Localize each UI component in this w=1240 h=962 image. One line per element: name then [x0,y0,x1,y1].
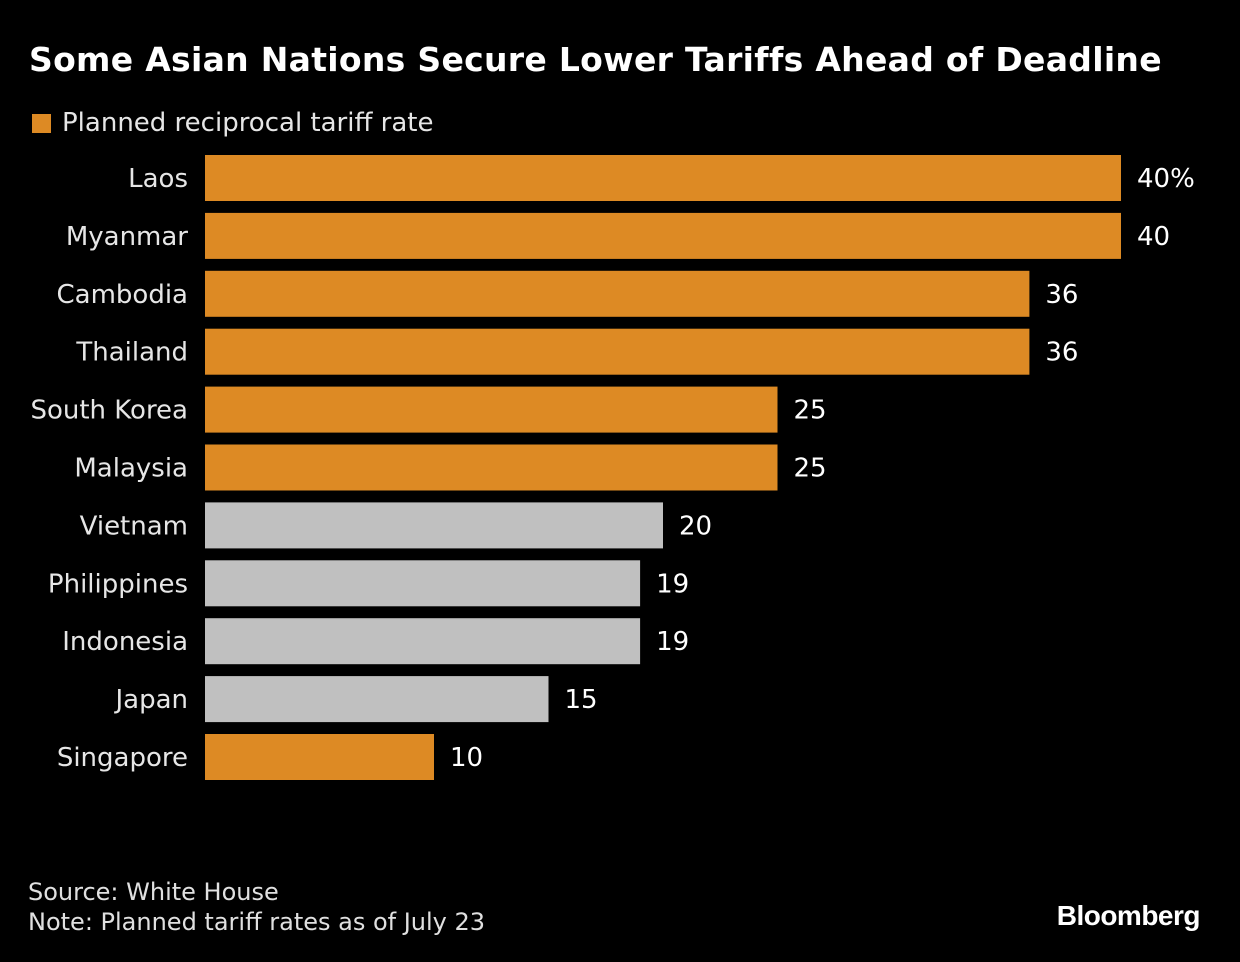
bloomberg-logo: Bloomberg [1056,900,1201,931]
category-label: Malaysia [74,454,188,484]
bar [205,618,641,665]
bar [205,560,641,607]
category-label: Myanmar [66,222,188,252]
category-label: Thailand [75,338,188,368]
category-label: Vietnam [80,511,188,541]
legend-label: Planned reciprocal tariff rate [62,108,434,138]
bar [205,386,778,433]
bar [205,270,1030,317]
value-label: 20 [679,511,712,541]
legend: Planned reciprocal tariff rate [32,108,433,138]
value-label: 40 [1137,222,1170,252]
source-text: Source: White House [28,878,279,906]
legend-swatch [32,113,51,133]
value-label: 19 [656,569,689,599]
value-label: 25 [794,396,827,426]
chart-title: Some Asian Nations Secure Lower Tariffs … [29,40,1162,79]
category-label: Laos [128,164,188,194]
value-label: 36 [1045,338,1078,368]
bar [205,734,434,780]
value-label: 15 [565,685,598,715]
category-label: Philippines [48,569,188,599]
value-label: 10 [450,743,483,773]
value-label: 36 [1045,280,1078,310]
bar [205,155,1121,201]
note-text: Note: Planned tariff rates as of July 23 [28,908,486,936]
value-label: 25 [794,454,827,484]
value-label: 40% [1137,164,1195,194]
bar [205,676,549,723]
category-label: Singapore [57,743,188,773]
bar [205,328,1030,375]
category-label: Japan [113,685,188,715]
bar [205,502,663,549]
bar [205,444,778,491]
bar [205,212,1121,259]
category-label: Cambodia [57,280,189,310]
value-label: 19 [656,627,689,657]
category-label: Indonesia [62,627,188,657]
footer-notes: Source: White House Note: Planned tariff… [28,877,485,937]
category-label: South Korea [30,396,188,426]
